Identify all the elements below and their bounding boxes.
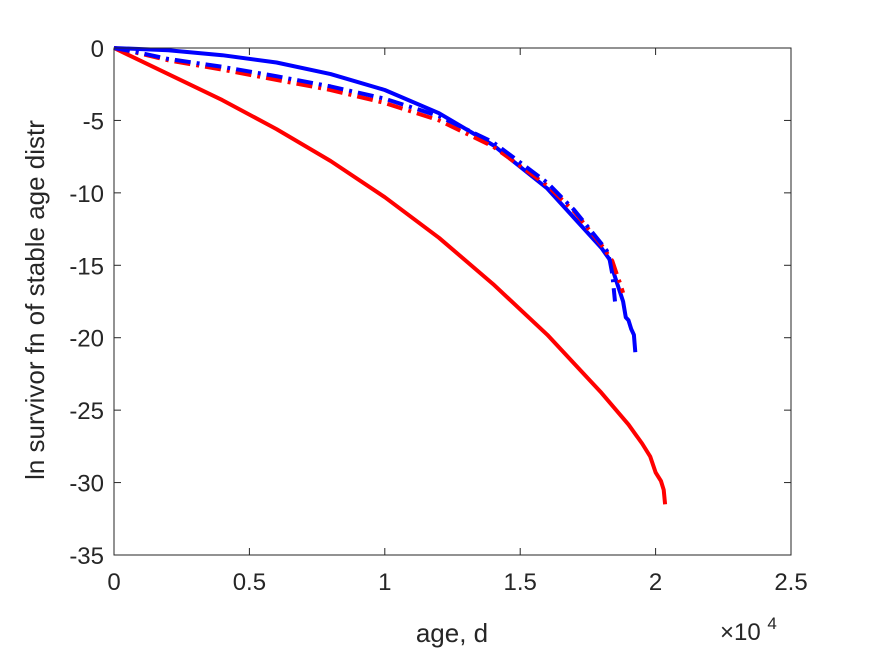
plot-lines: [113, 46, 668, 505]
x-tick-label: 1: [378, 569, 391, 596]
x-tick-label: 1.5: [504, 569, 537, 596]
y-axis-label: ln survivor fn of stable age distr: [20, 120, 50, 480]
x-tick-label: 2.5: [774, 569, 807, 596]
y-tick-label: -15: [69, 253, 104, 280]
x-axis-exponent-base: ×10: [720, 619, 761, 646]
x-tick-label: 0.5: [233, 569, 266, 596]
y-tick-label: -5: [83, 108, 104, 135]
plot-frame: [113, 47, 792, 556]
y-tick-label: -35: [69, 543, 104, 570]
x-axis-label: age, d: [416, 618, 488, 648]
y-tick-label: -25: [69, 398, 104, 425]
x-axis-exponent-power: 4: [767, 614, 776, 633]
series-line-2: [113, 46, 638, 353]
x-tick-label: 0: [107, 569, 120, 596]
y-tick-label: 0: [91, 36, 104, 63]
y-tick-label: -30: [69, 471, 104, 498]
y-tick-label: -20: [69, 326, 104, 353]
series-line-1: [113, 46, 668, 505]
y-axis-ticks: 0 -5 -10 -15 -20 -25 -30 -35: [69, 36, 791, 570]
x-axis-exponent: ×10 4: [720, 614, 777, 646]
y-tick-label: -10: [69, 181, 104, 208]
x-axis-ticks: 0 0.5 1 1.5 2 2.5: [107, 48, 808, 596]
x-tick-label: 2: [649, 569, 662, 596]
series-line-3: [113, 46, 626, 294]
